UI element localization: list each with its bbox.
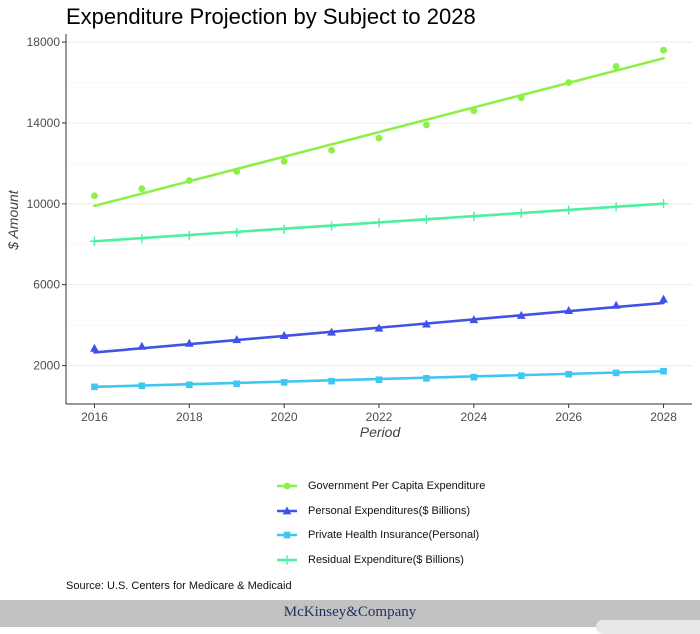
data-point xyxy=(184,230,194,241)
legend-key-private-insurance xyxy=(277,531,297,539)
data-point xyxy=(90,343,99,352)
data-point xyxy=(470,107,478,115)
legend-marker xyxy=(283,482,291,490)
legend-label-private-insurance: Private Health Insurance(Personal) xyxy=(308,529,480,542)
data-point xyxy=(564,305,574,314)
x-tick-label: 2016 xyxy=(81,410,108,424)
series-3 xyxy=(89,199,669,246)
data-point xyxy=(423,121,430,129)
data-point xyxy=(660,46,667,54)
data-point xyxy=(660,367,667,375)
data-point xyxy=(375,376,383,384)
legend-item-government: Government Per Capita Expenditure xyxy=(276,474,485,499)
data-point xyxy=(280,157,288,165)
data-point xyxy=(611,202,621,212)
data-point xyxy=(328,146,335,154)
data-point xyxy=(423,375,430,382)
footer-badge-icon xyxy=(596,620,700,634)
data-point xyxy=(91,383,98,391)
chart-title: Expenditure Projection by Subject to 202… xyxy=(66,4,476,29)
x-axis-title: Period xyxy=(360,424,402,440)
data-point xyxy=(186,381,193,389)
x-tick-label: 2026 xyxy=(555,410,582,424)
data-point xyxy=(138,382,146,390)
legend-key-residual xyxy=(277,555,297,565)
x-tick-label: 2020 xyxy=(271,410,298,424)
legend-label-residual: Residual Expenditure($ Billions) xyxy=(308,553,464,566)
data-point xyxy=(517,372,525,379)
data-point xyxy=(232,335,242,344)
data-point xyxy=(516,310,526,319)
data-point xyxy=(659,294,668,303)
data-point xyxy=(184,338,194,347)
footer-brand-logo: McKinsey&Company xyxy=(283,604,417,620)
y-tick-label: 2000 xyxy=(33,359,60,373)
data-point xyxy=(328,377,335,385)
x-tick-label: 2022 xyxy=(366,410,393,424)
data-point xyxy=(326,221,337,231)
y-tick-label: 10000 xyxy=(27,197,61,211)
y-tick-label: 14000 xyxy=(27,116,61,130)
data-point xyxy=(612,62,620,70)
x-tick-label: 2028 xyxy=(650,410,677,424)
legend-key-personal xyxy=(277,506,297,515)
y-tick-label: 18000 xyxy=(27,35,61,49)
data-point xyxy=(470,373,478,381)
data-point xyxy=(565,370,572,378)
data-point xyxy=(469,211,479,221)
data-point xyxy=(279,331,289,340)
source-note: Source: U.S. Centers for Medicare & Medi… xyxy=(66,580,292,592)
legend: Government Per Capita Expenditure Person… xyxy=(276,474,485,572)
data-point xyxy=(565,79,573,86)
legend-marker xyxy=(282,555,292,565)
legend-marker xyxy=(283,531,291,539)
data-point xyxy=(612,369,620,377)
data-point xyxy=(138,185,146,193)
data-point xyxy=(327,327,336,336)
data-point xyxy=(517,94,525,102)
data-point xyxy=(233,168,241,175)
data-point xyxy=(421,215,432,225)
series-2 xyxy=(91,367,667,391)
data-point xyxy=(91,192,98,200)
data-point xyxy=(564,205,574,215)
x-tick-label: 2018 xyxy=(176,410,203,424)
grid-lines xyxy=(66,41,692,367)
data-point xyxy=(185,177,193,184)
x-tick-label: 2024 xyxy=(460,410,487,424)
y-tick-label: 6000 xyxy=(33,278,60,292)
data-point xyxy=(280,379,288,386)
series-1 xyxy=(90,294,668,354)
y-axis-title: $ Amount xyxy=(5,189,21,251)
data-point xyxy=(137,341,147,350)
chart-plot: 2000 6000 10000 14000 18000 2016 2018 2020 2022 2… xyxy=(5,34,692,440)
legend-item-personal: Personal Expenditures($ Billions) xyxy=(276,499,485,524)
data-point xyxy=(375,134,383,142)
data-point xyxy=(422,319,431,328)
axes: 2000 6000 10000 14000 18000 2016 2018 2020 2022 2… xyxy=(27,34,692,424)
legend-key-government xyxy=(277,482,297,490)
data-point xyxy=(233,380,241,388)
data-point xyxy=(516,208,526,218)
data-point xyxy=(469,315,479,324)
data-point xyxy=(611,300,621,309)
series-layer xyxy=(89,46,669,391)
legend-item-private-insurance: Private Health Insurance(Personal) xyxy=(276,523,485,548)
data-point xyxy=(658,199,669,209)
legend-label-personal: Personal Expenditures($ Billions) xyxy=(308,504,471,517)
data-point xyxy=(232,227,242,238)
data-point xyxy=(374,323,384,332)
data-point xyxy=(279,224,289,234)
legend-item-residual: Residual Expenditure($ Billions) xyxy=(276,548,485,573)
data-point xyxy=(137,234,147,244)
series-0 xyxy=(91,46,667,208)
data-point xyxy=(374,218,384,228)
legend-label-government: Government Per Capita Expenditure xyxy=(308,480,486,493)
series-trend-line xyxy=(93,56,665,208)
data-point xyxy=(89,236,100,246)
legend-marker xyxy=(282,506,292,515)
footer-bar: McKinsey&Company xyxy=(0,600,700,634)
